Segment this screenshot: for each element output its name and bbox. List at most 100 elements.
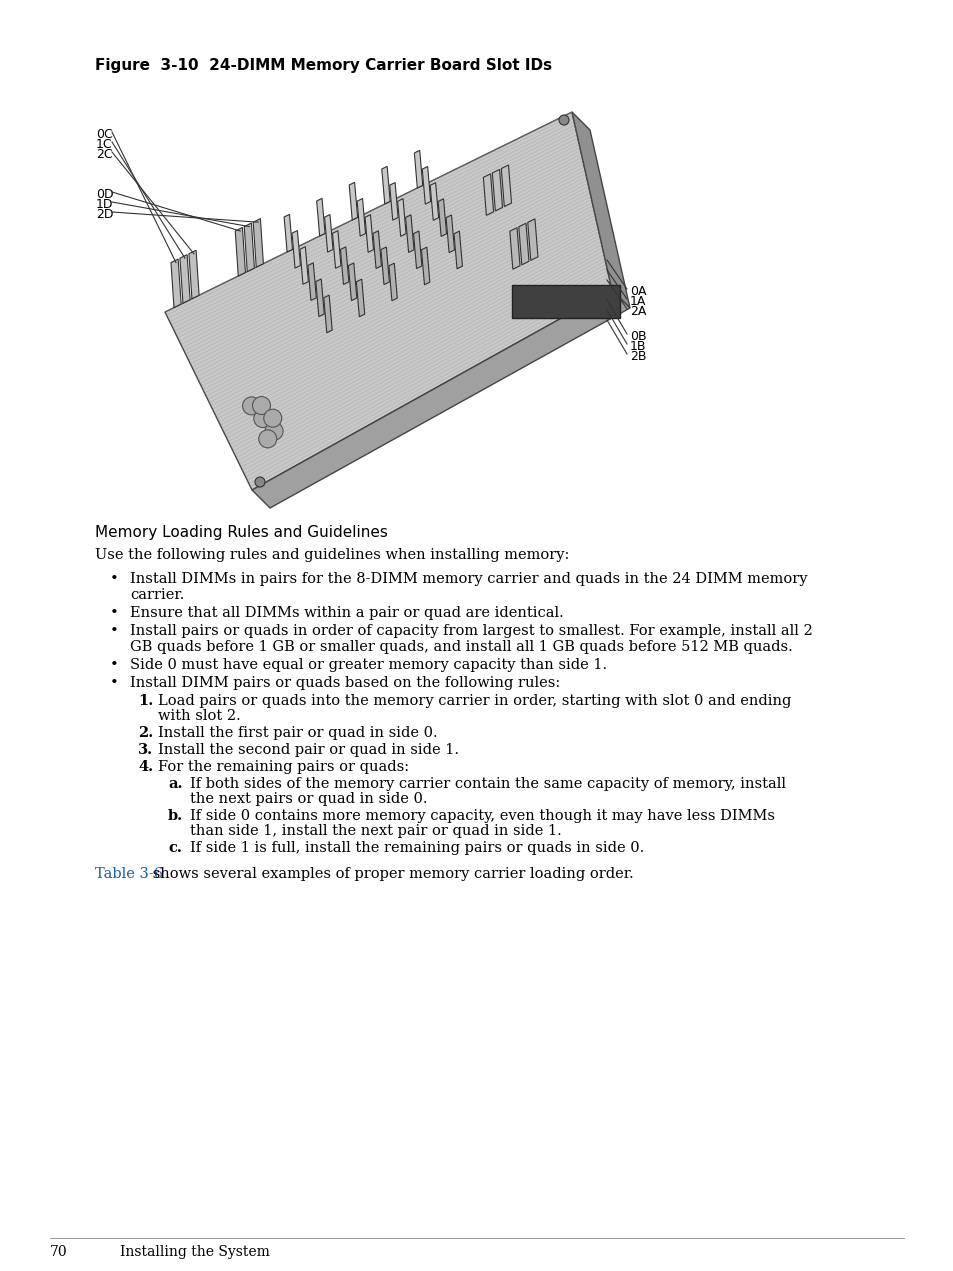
Text: If both sides of the memory carrier contain the same capacity of memory, install: If both sides of the memory carrier cont… <box>190 777 785 791</box>
Polygon shape <box>381 167 390 205</box>
Polygon shape <box>244 224 254 272</box>
Text: GB quads before 1 GB or smaller quads, and install all 1 GB quads before 512 MB : GB quads before 1 GB or smaller quads, a… <box>130 641 792 655</box>
Circle shape <box>242 397 260 414</box>
Polygon shape <box>430 183 438 220</box>
Text: 3.: 3. <box>138 744 153 758</box>
Text: c.: c. <box>168 841 182 855</box>
Text: 2D: 2D <box>96 208 113 221</box>
Text: Install pairs or quads in order of capacity from largest to smallest. For exampl: Install pairs or quads in order of capac… <box>130 624 812 638</box>
Text: Side 0 must have equal or greater memory capacity than side 1.: Side 0 must have equal or greater memory… <box>130 658 606 672</box>
Polygon shape <box>492 169 502 211</box>
Polygon shape <box>316 198 325 236</box>
Polygon shape <box>284 215 293 252</box>
Circle shape <box>265 422 283 440</box>
Polygon shape <box>437 198 446 236</box>
Text: •: • <box>110 624 118 638</box>
Polygon shape <box>180 254 190 304</box>
Polygon shape <box>397 198 406 236</box>
Text: 2C: 2C <box>96 147 112 161</box>
Text: •: • <box>110 676 118 690</box>
Text: 2B: 2B <box>629 350 646 364</box>
Circle shape <box>258 430 276 447</box>
Polygon shape <box>518 224 528 264</box>
Polygon shape <box>299 247 308 285</box>
Polygon shape <box>333 230 340 268</box>
Polygon shape <box>253 219 263 267</box>
Polygon shape <box>500 165 511 207</box>
Text: 4.: 4. <box>138 760 153 774</box>
Circle shape <box>558 114 568 125</box>
Text: with slot 2.: with slot 2. <box>158 709 240 723</box>
Polygon shape <box>405 215 414 253</box>
Polygon shape <box>324 215 333 252</box>
Polygon shape <box>446 215 454 253</box>
Text: 1B: 1B <box>629 341 646 353</box>
Text: than side 1, install the next pair or quad in side 1.: than side 1, install the next pair or qu… <box>190 824 561 838</box>
Text: Install the second pair or quad in side 1.: Install the second pair or quad in side … <box>158 744 458 758</box>
Text: 1D: 1D <box>96 198 113 211</box>
Text: shows several examples of proper memory carrier loading order.: shows several examples of proper memory … <box>148 867 633 881</box>
Text: Table 3-6: Table 3-6 <box>95 867 163 881</box>
Text: carrier.: carrier. <box>130 588 184 602</box>
Polygon shape <box>165 112 612 491</box>
Polygon shape <box>414 150 422 188</box>
Polygon shape <box>389 263 396 301</box>
Text: 0A: 0A <box>629 285 646 297</box>
Polygon shape <box>315 278 324 316</box>
Circle shape <box>263 409 281 427</box>
Text: Memory Loading Rules and Guidelines: Memory Loading Rules and Guidelines <box>95 525 388 540</box>
Text: 2.: 2. <box>138 726 153 740</box>
Text: b.: b. <box>168 810 183 824</box>
Text: 1.: 1. <box>138 694 153 708</box>
Polygon shape <box>340 247 349 285</box>
Polygon shape <box>572 112 629 308</box>
Text: For the remaining pairs or quads:: For the remaining pairs or quads: <box>158 760 409 774</box>
Text: Load pairs or quads into the memory carrier in order, starting with slot 0 and e: Load pairs or quads into the memory carr… <box>158 694 791 708</box>
Circle shape <box>253 409 272 427</box>
Polygon shape <box>413 231 421 268</box>
Text: Figure  3-10  24-DIMM Memory Carrier Board Slot IDs: Figure 3-10 24-DIMM Memory Carrier Board… <box>95 58 552 72</box>
Polygon shape <box>512 285 619 318</box>
Polygon shape <box>235 228 245 276</box>
Polygon shape <box>349 182 357 220</box>
Text: 0B: 0B <box>629 330 646 343</box>
Text: Ensure that all DIMMs within a pair or quad are identical.: Ensure that all DIMMs within a pair or q… <box>130 606 563 620</box>
Polygon shape <box>380 247 389 285</box>
Polygon shape <box>390 183 397 220</box>
Polygon shape <box>509 228 519 269</box>
Polygon shape <box>189 250 199 299</box>
Polygon shape <box>323 295 332 333</box>
Text: Install DIMMs in pairs for the 8-DIMM memory carrier and quads in the 24 DIMM me: Install DIMMs in pairs for the 8-DIMM me… <box>130 572 806 586</box>
Text: 0C: 0C <box>96 128 112 141</box>
Polygon shape <box>483 174 493 215</box>
Text: 70: 70 <box>50 1246 68 1260</box>
Polygon shape <box>252 290 629 508</box>
Polygon shape <box>527 219 537 261</box>
Text: Install DIMM pairs or quads based on the following rules:: Install DIMM pairs or quads based on the… <box>130 676 559 690</box>
Text: the next pairs or quad in side 0.: the next pairs or quad in side 0. <box>190 792 427 806</box>
Polygon shape <box>356 198 365 236</box>
Polygon shape <box>421 247 430 285</box>
Text: 1C: 1C <box>96 139 112 151</box>
Text: Use the following rules and guidelines when installing memory:: Use the following rules and guidelines w… <box>95 548 569 562</box>
Text: 1A: 1A <box>629 295 646 308</box>
Text: Install the first pair or quad in side 0.: Install the first pair or quad in side 0… <box>158 726 437 740</box>
Text: 2A: 2A <box>629 305 646 318</box>
Polygon shape <box>373 231 381 268</box>
Polygon shape <box>356 280 364 316</box>
Polygon shape <box>308 263 316 300</box>
Text: If side 1 is full, install the remaining pairs or quads in side 0.: If side 1 is full, install the remaining… <box>190 841 643 855</box>
Text: Installing the System: Installing the System <box>120 1246 270 1260</box>
Polygon shape <box>422 167 430 205</box>
Circle shape <box>254 477 265 487</box>
Text: •: • <box>110 606 118 620</box>
Polygon shape <box>171 259 181 308</box>
Text: a.: a. <box>168 777 182 791</box>
Text: •: • <box>110 572 118 586</box>
Text: If side 0 contains more memory capacity, even though it may have less DIMMs: If side 0 contains more memory capacity,… <box>190 810 774 824</box>
Text: •: • <box>110 658 118 672</box>
Polygon shape <box>365 215 373 253</box>
Polygon shape <box>454 231 462 268</box>
Text: 0D: 0D <box>96 188 113 201</box>
Polygon shape <box>348 263 356 301</box>
